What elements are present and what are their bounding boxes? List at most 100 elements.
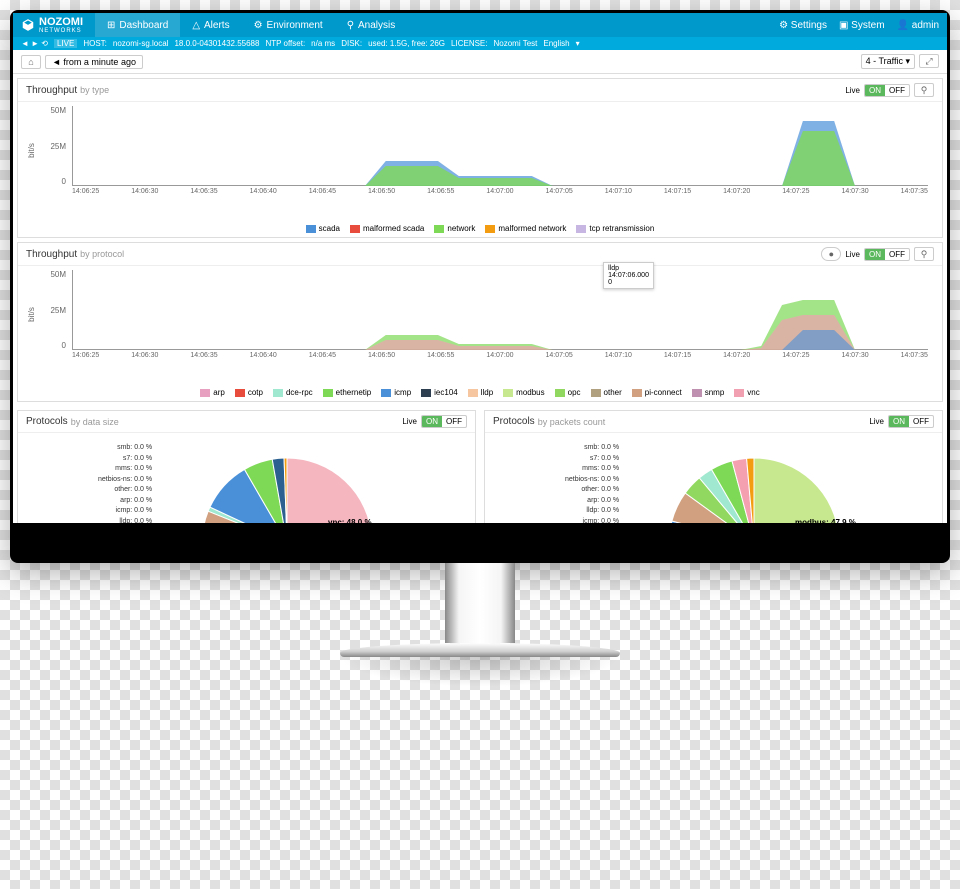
- nav-analysis[interactable]: ⚲Analysis: [335, 13, 408, 37]
- panel-subtitle: by packets count: [538, 417, 606, 427]
- tick: 14:06:25: [72, 188, 99, 195]
- toolbar: ⌂ ◄ from a minute ago 4 - Traffic ▾ ⤢: [13, 50, 947, 74]
- header-icon: ▣: [839, 20, 848, 31]
- header-icon: ⚙: [779, 20, 788, 31]
- header-system[interactable]: ▣ System: [839, 20, 885, 31]
- live-toggle[interactable]: ONOFF: [864, 84, 910, 97]
- protocols-size-chart[interactable]: smb: 0.0 %s7: 0.0 %mms: 0.0 %netbios-ns:…: [18, 433, 475, 523]
- legend-label: arp: [213, 388, 225, 397]
- y-axis-label: bit/s: [27, 307, 36, 322]
- tick: 14:07:20: [723, 352, 750, 359]
- brand-logo[interactable]: NOZOMI NETWORKS: [21, 17, 83, 34]
- legend-item[interactable]: iec104: [421, 388, 458, 397]
- monitor-stand-base: [340, 643, 620, 657]
- nav-arrows[interactable]: ◄ ► ⟲: [21, 39, 48, 48]
- license-value: Nozomi Test: [494, 39, 538, 48]
- legend-label: opc: [568, 388, 581, 397]
- legend-label: pi-connect: [645, 388, 682, 397]
- legend-item[interactable]: lldp: [468, 388, 493, 397]
- nav-dashboard[interactable]: ⊞Dashboard: [95, 13, 180, 37]
- monitor-stand-neck: [445, 563, 515, 643]
- nav-alerts[interactable]: △Alerts: [180, 13, 241, 37]
- header-settings[interactable]: ⚙ Settings: [779, 20, 827, 31]
- swatch: [306, 225, 316, 233]
- live-toggle[interactable]: ONOFF: [888, 415, 934, 428]
- swatch: [235, 389, 245, 397]
- nav-environment[interactable]: ⚙Environment: [242, 13, 335, 37]
- nav-icon: ⚲: [347, 20, 354, 31]
- legend-label: dce-rpc: [286, 388, 313, 397]
- tick: 14:06:40: [250, 352, 277, 359]
- legend-item[interactable]: vnc: [734, 388, 759, 397]
- status-bar: ◄ ► ⟲ LIVE HOST: nozomi-sg.local 18.0.0-…: [13, 37, 947, 50]
- pie-label: other: 0.0 %: [565, 485, 619, 496]
- home-icon[interactable]: ⌂: [21, 55, 41, 69]
- tick: 14:07:30: [841, 188, 868, 195]
- live-badge: LIVE: [54, 39, 77, 48]
- legend-item[interactable]: tcp retransmission: [576, 224, 654, 233]
- legend-item[interactable]: network: [434, 224, 475, 233]
- legend-item[interactable]: dce-rpc: [273, 388, 313, 397]
- toggle-icon[interactable]: ●: [821, 247, 841, 261]
- pie-label: s7: 0.0 %: [98, 454, 152, 465]
- tick: 14:07:35: [901, 188, 928, 195]
- tick: 14:06:50: [368, 352, 395, 359]
- legend-label: malformed scada: [363, 224, 424, 233]
- main-nav: ⊞Dashboard△Alerts⚙Environment⚲Analysis: [95, 13, 407, 37]
- legend-item[interactable]: scada: [306, 224, 340, 233]
- legend-item[interactable]: ethernetip: [323, 388, 372, 397]
- legend-item[interactable]: malformed network: [485, 224, 566, 233]
- legend-item[interactable]: icmp: [381, 388, 411, 397]
- time-back-button[interactable]: ◄ from a minute ago: [45, 55, 143, 69]
- panel-title: Throughput: [26, 85, 77, 96]
- expand-icon[interactable]: ⤢: [919, 54, 939, 68]
- tick: 14:07:05: [546, 352, 573, 359]
- legend-item[interactable]: pi-connect: [632, 388, 682, 397]
- tick: 50M: [42, 270, 66, 279]
- swatch: [381, 389, 391, 397]
- tick: 14:07:30: [841, 352, 868, 359]
- legend-item[interactable]: snmp: [692, 388, 725, 397]
- pie-label: mms: 0.0 %: [98, 464, 152, 475]
- license-label: LICENSE:: [451, 39, 487, 48]
- tick: 14:07:05: [546, 188, 573, 195]
- tick: 25M: [42, 306, 66, 315]
- legend-item[interactable]: malformed scada: [350, 224, 424, 233]
- legend-item[interactable]: cotp: [235, 388, 263, 397]
- throughput-protocol-panel: Throughput by protocol ● Live ONOFF ⚲ bi…: [17, 242, 943, 402]
- tick: 50M: [42, 106, 66, 115]
- legend-item[interactable]: modbus: [503, 388, 544, 397]
- protocols-packets-chart[interactable]: smb: 0.0 %s7: 0.0 %mms: 0.0 %netbios-ns:…: [485, 433, 942, 523]
- throughput-protocol-chart[interactable]: bit/s 50M25M0 lldp 14:07:06.000 0 14:: [22, 270, 938, 370]
- panel-subtitle: by data size: [71, 417, 119, 427]
- monitor-frame: NOZOMI NETWORKS ⊞Dashboard△Alerts⚙Enviro…: [10, 10, 950, 687]
- view-selector[interactable]: 4 - Traffic ▾: [861, 54, 915, 69]
- swatch: [350, 225, 360, 233]
- pie-label: lldp: 0.0 %: [98, 517, 152, 524]
- legend-item[interactable]: arp: [200, 388, 225, 397]
- search-icon[interactable]: ⚲: [914, 83, 934, 97]
- pie-label: lldp: 0.0 %: [565, 506, 619, 517]
- tick: 14:07:10: [605, 188, 632, 195]
- language-select[interactable]: English: [543, 39, 569, 48]
- header-admin[interactable]: 👤 admin: [897, 20, 939, 31]
- tick: 14:07:00: [486, 352, 513, 359]
- pie-label: netbios-ns: 0.0 %: [565, 475, 619, 486]
- live-toggle[interactable]: ONOFF: [864, 248, 910, 261]
- legend-label: iec104: [434, 388, 458, 397]
- legend-label: cotp: [248, 388, 263, 397]
- swatch: [734, 389, 744, 397]
- tick: 14:06:30: [131, 188, 158, 195]
- swatch: [485, 225, 495, 233]
- app-header: NOZOMI NETWORKS ⊞Dashboard△Alerts⚙Enviro…: [13, 13, 947, 37]
- pie-label: mms: 0.0 %: [565, 464, 619, 475]
- legend-item[interactable]: opc: [555, 388, 581, 397]
- protocols-packets-panel: Protocols by packets count Live ONOFF sm…: [484, 410, 943, 523]
- live-label: Live: [845, 86, 860, 95]
- tick: 14:07:20: [723, 188, 750, 195]
- legend-item[interactable]: other: [591, 388, 622, 397]
- throughput-type-chart[interactable]: bit/s 50M25M0 14:06:2514:06:3014:06:3514…: [22, 106, 938, 206]
- swatch: [576, 225, 586, 233]
- search-icon[interactable]: ⚲: [914, 247, 934, 261]
- live-toggle[interactable]: ONOFF: [421, 415, 467, 428]
